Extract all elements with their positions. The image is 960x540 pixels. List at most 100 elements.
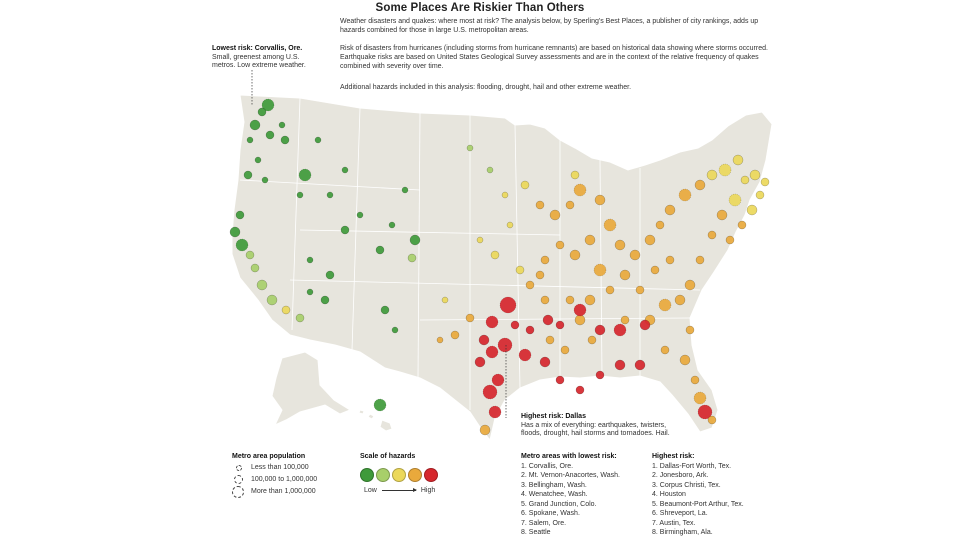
metro-dot (674, 294, 686, 306)
metro-dot (555, 375, 565, 385)
metro-dot (706, 169, 718, 181)
metro-dot (665, 255, 675, 265)
list-item: 2. Mt. Vernon-Anacortes, Wash. (521, 472, 620, 479)
metro-dot (256, 279, 268, 291)
metro-dot (569, 249, 581, 261)
population-item: 100,000 to 1,000,000 (232, 474, 352, 486)
intro-paragraph-1: Weather disasters and quakes: where most… (340, 18, 759, 34)
lowest-risk-text: Small, greenest among U.S. metros. Low e… (212, 53, 306, 70)
metro-dot (573, 183, 587, 197)
list-item: 3. Bellingham, Wash. (521, 481, 587, 489)
metro-dot (341, 166, 349, 174)
hazard-scale-axis: Low High (360, 486, 460, 496)
metro-dot (518, 348, 532, 362)
hawaii-islands (358, 409, 393, 432)
scale-high-label: High (420, 486, 436, 494)
metro-dot (474, 356, 486, 368)
metro-dot (694, 179, 706, 191)
metro-dot (664, 204, 676, 216)
metro-dot (555, 320, 565, 330)
metro-dot (595, 370, 605, 380)
small-ring-icon (236, 464, 242, 471)
metro-dot (296, 191, 304, 199)
hazard-level-3-dot (392, 467, 406, 482)
metro-dot (740, 175, 750, 185)
intro-paragraph-2: Risk of disasters from hurricanes (inclu… (340, 45, 768, 70)
metro-dot (619, 269, 631, 281)
metro-dot (660, 345, 670, 355)
metro-dot (441, 296, 449, 304)
metro-dot (565, 200, 575, 210)
metro-dot (749, 169, 761, 181)
metro-dot (245, 250, 255, 260)
metro-dot (356, 211, 364, 219)
metro-dot (655, 220, 665, 230)
hazard-level-1-dot (360, 467, 374, 482)
metro-dot (490, 250, 500, 260)
metro-dot (716, 209, 728, 221)
metro-dot (635, 285, 645, 295)
metro-dot (584, 294, 596, 306)
metro-dot (737, 220, 747, 230)
population-item-label: Less than 100,000 (251, 463, 309, 471)
metro-dot (499, 296, 517, 314)
metro-dot (340, 225, 350, 235)
metro-dot (479, 424, 491, 436)
metro-dot (250, 263, 260, 273)
metro-dot (574, 314, 586, 326)
metro-dot (482, 384, 498, 400)
highest-risk-list: Highest risk: 1. Dallas-Fort Worth, Tex.… (652, 452, 782, 538)
list-item: 6. Spokane, Wash. (521, 510, 580, 517)
metro-dot (629, 249, 641, 261)
metro-dot (690, 375, 700, 385)
page-title: Some Places Are Riskier Than Others (375, 2, 585, 14)
list-item: 1. Dallas-Fort Worth, Tex. (652, 462, 732, 470)
metro-dot (560, 345, 570, 355)
hazard-level-4-dot (408, 467, 422, 482)
population-item-label: More than 1,000,000 (251, 487, 316, 495)
metro-dot (235, 210, 245, 220)
metro-dot (265, 130, 275, 140)
metro-dot (298, 168, 312, 182)
list-item: 8. Seattle (521, 529, 551, 536)
scale-low-label: Low (364, 486, 377, 494)
metro-dot (515, 265, 525, 275)
metro-dot (491, 373, 505, 387)
metro-dot (486, 166, 494, 174)
metro-dot (575, 385, 585, 395)
population-item: More than 1,000,000 (232, 485, 352, 498)
hazard-level-5-dot (424, 467, 438, 482)
list-item: 3. Corpus Christi, Tex. (652, 481, 721, 489)
population-item: Less than 100,000 (232, 462, 352, 474)
metro-dot (732, 154, 744, 166)
highest-risk-list-title: Highest risk: (652, 453, 695, 460)
metro-dot (314, 136, 322, 144)
metro-dot (573, 303, 587, 317)
metro-dot (478, 334, 490, 346)
lowest-risk-list-title: Metro areas with lowest risk: (521, 453, 617, 460)
metro-dot (510, 320, 520, 330)
arrow-right-icon (381, 487, 417, 492)
metro-dot (295, 313, 305, 323)
metro-dot (697, 404, 713, 420)
metro-dot (594, 194, 606, 206)
metro-dot (593, 263, 607, 277)
metro-dot (257, 107, 267, 117)
metro-dot (325, 270, 335, 280)
metro-dot (634, 359, 646, 371)
metro-dot (535, 270, 545, 280)
metro-dot (707, 415, 717, 425)
metro-dot (407, 253, 417, 263)
metro-dot (693, 391, 707, 405)
metro-dot (755, 190, 765, 200)
metro-dot (466, 144, 474, 152)
metro-dot (639, 319, 651, 331)
metro-dot (718, 163, 732, 177)
metro-dot (261, 176, 269, 184)
state-lines (239, 97, 701, 410)
metro-dot (497, 337, 513, 353)
metro-dot (525, 325, 535, 335)
metro-dot (707, 230, 717, 240)
metro-dot (506, 221, 514, 229)
